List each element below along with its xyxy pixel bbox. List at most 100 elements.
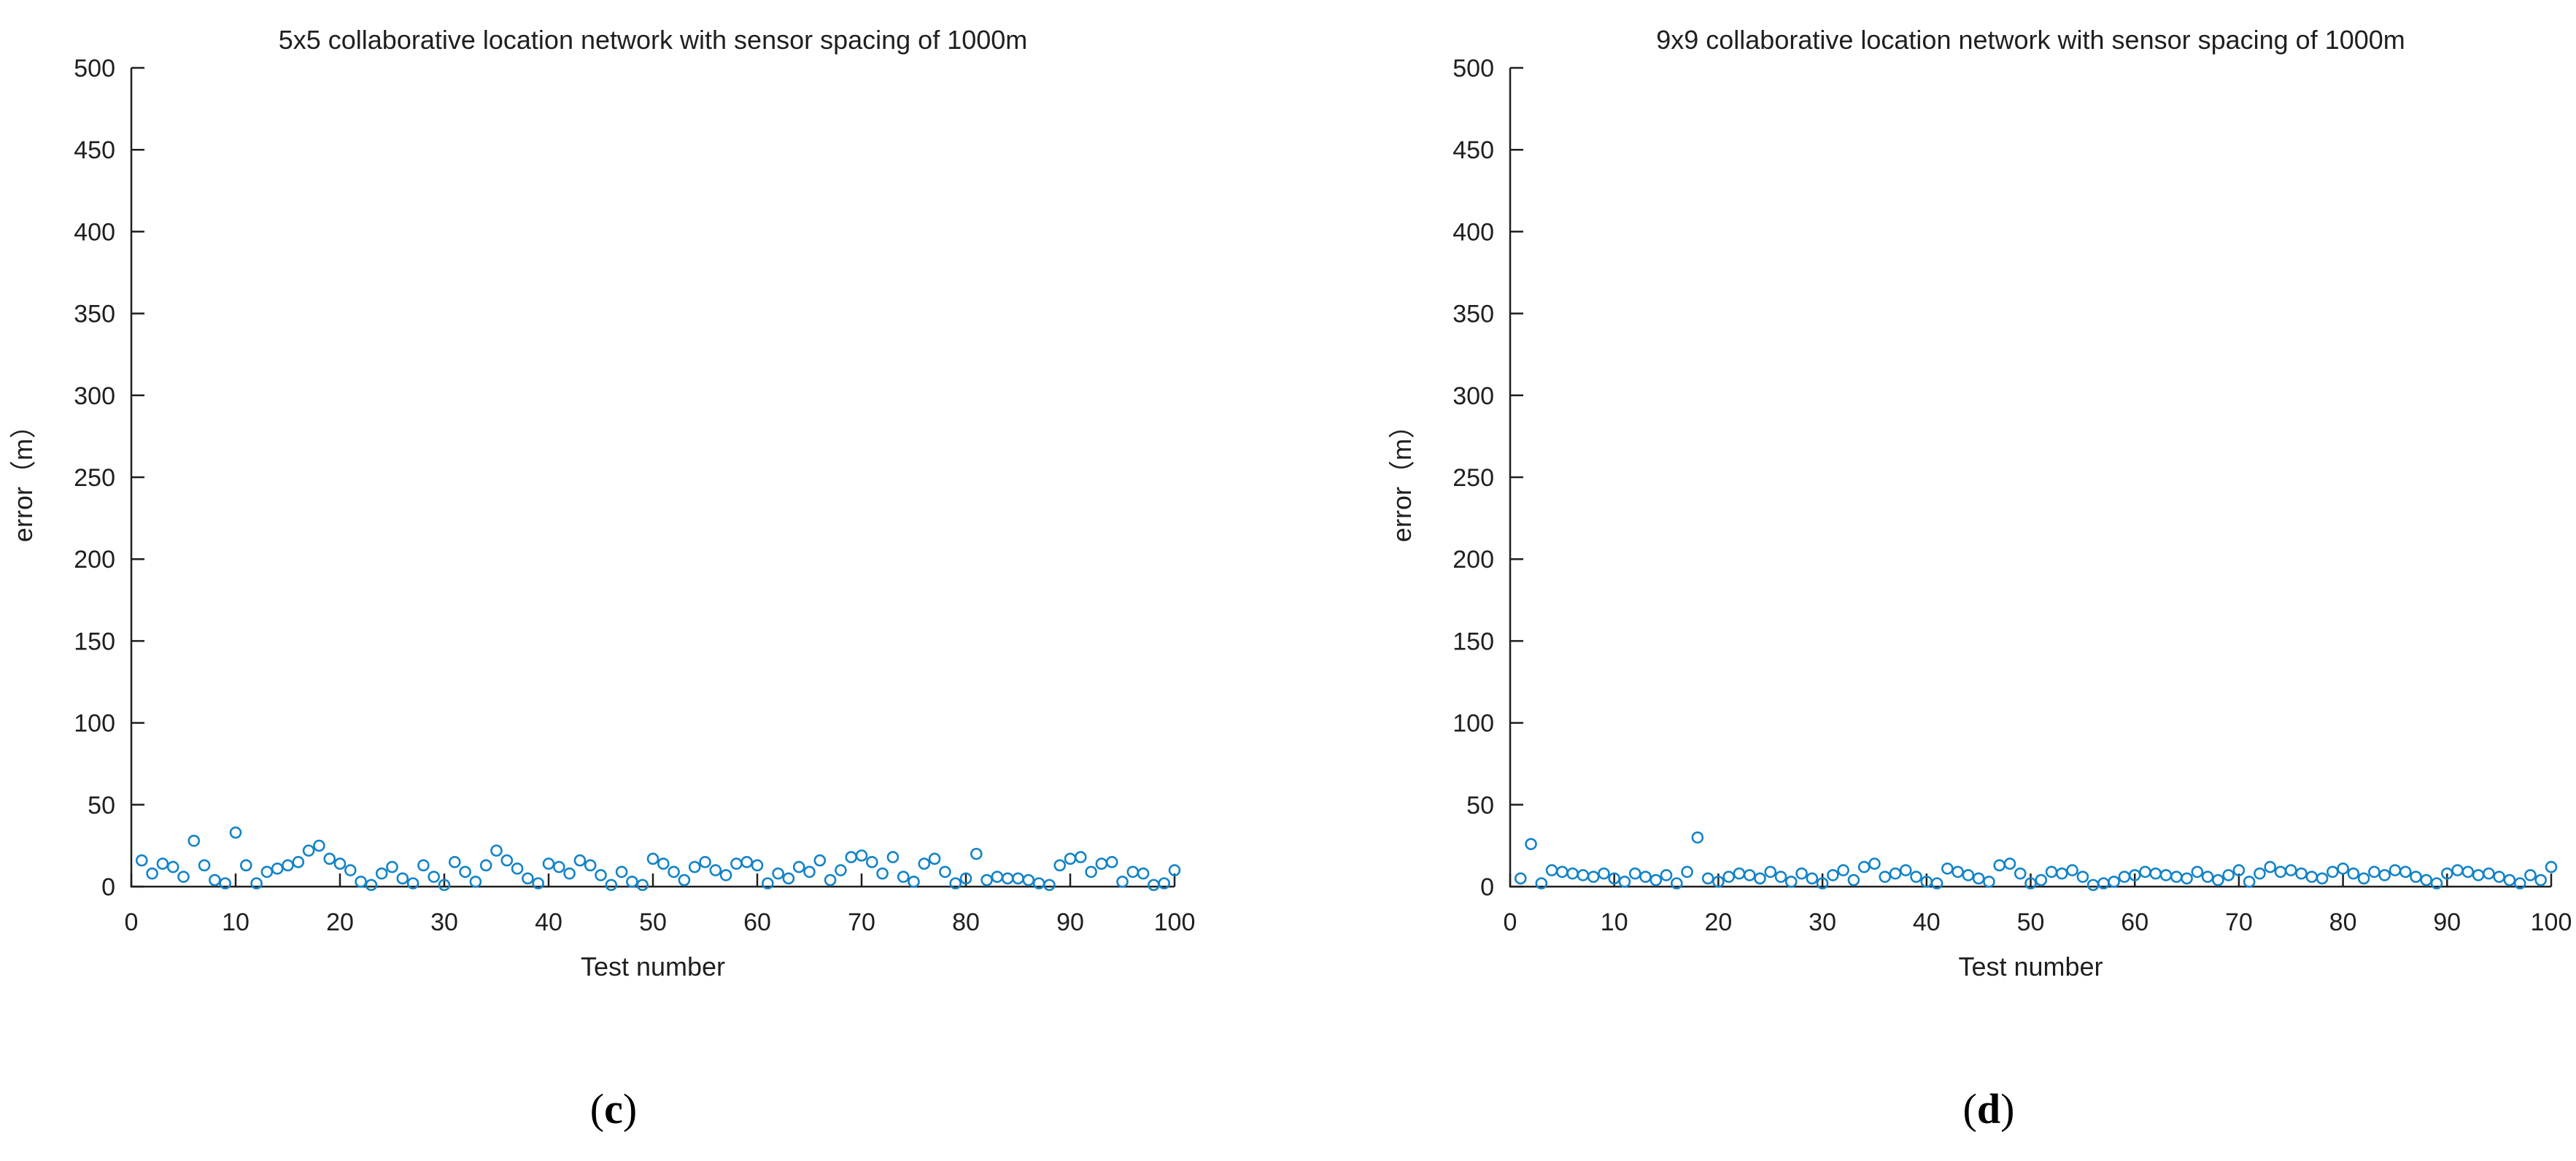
data-point (365, 879, 378, 892)
data-point (2326, 865, 2339, 879)
data-point (522, 872, 534, 885)
data-point (2451, 864, 2464, 876)
y-tick-label: 0 (1480, 873, 1494, 901)
data-point (2035, 873, 2048, 887)
data-point (219, 877, 232, 890)
data-point (1879, 871, 1892, 883)
x-tick-label: 30 (430, 909, 458, 936)
data-point (772, 867, 784, 880)
data-point (1837, 864, 1849, 876)
data-point (803, 865, 816, 879)
data-point (1022, 873, 1035, 887)
data-point (918, 857, 931, 870)
data-point (2201, 871, 2214, 883)
data-point (1910, 871, 1922, 883)
data-point (469, 875, 482, 888)
data-point (333, 857, 347, 870)
data-point (1722, 871, 1735, 883)
y-tick-label: 200 (74, 546, 115, 574)
axes (1509, 66, 2553, 888)
data-point (2056, 867, 2068, 880)
data-point (1116, 875, 1129, 888)
y-tick-label: 250 (1453, 464, 1494, 492)
data-point (1577, 868, 1590, 882)
y-tick-label: 50 (1466, 792, 1494, 819)
subfigure-caption-c: (c) (590, 1084, 637, 1133)
y-tick-label: 0 (101, 873, 115, 901)
y-axis-label: error（m） (8, 412, 38, 542)
data-point (939, 865, 951, 879)
data-point (2337, 863, 2349, 875)
x-tick-label: 80 (952, 909, 980, 936)
data-point (239, 859, 252, 872)
caption-paren-close: ) (622, 1085, 638, 1133)
data-point (991, 871, 1004, 883)
chart-title: 9x9 collaborative location network with … (1656, 25, 2405, 55)
data-point (866, 856, 878, 868)
data-point (2513, 877, 2526, 890)
data-point (908, 875, 920, 888)
data-point (1889, 867, 1902, 880)
y-tick-label: 200 (1453, 546, 1494, 574)
data-point (2159, 868, 2173, 882)
y-tick-label: 250 (74, 464, 115, 492)
data-point (970, 847, 983, 860)
data-point (688, 860, 701, 873)
data-point (2024, 877, 2037, 890)
data-point (2347, 867, 2360, 880)
data-point (1952, 865, 1964, 879)
x-tick-label: 30 (1809, 909, 1836, 936)
data-point (1733, 867, 1746, 880)
data-point (136, 854, 148, 867)
data-point (845, 851, 857, 863)
data-point (2284, 864, 2297, 876)
data-point (355, 875, 367, 888)
data-point (260, 865, 274, 879)
data-point (762, 877, 774, 890)
x-tick-label: 20 (1704, 909, 1732, 936)
data-point (1827, 868, 1839, 882)
data-point (532, 877, 545, 890)
data-point (2222, 868, 2235, 882)
data-point (479, 859, 492, 872)
data-point (417, 859, 430, 872)
data-points (1514, 831, 2558, 892)
data-point (886, 851, 900, 863)
data-point (2503, 873, 2516, 887)
data-point (1681, 865, 1693, 879)
data-point (792, 860, 805, 873)
data-point (2149, 867, 2162, 880)
data-point (302, 844, 315, 857)
data-point (2243, 875, 2256, 888)
data-point (1535, 877, 1548, 890)
x-tick-label: 70 (848, 909, 875, 936)
data-point (209, 873, 221, 887)
data-point (2086, 879, 2100, 892)
x-tick-label: 50 (2017, 909, 2045, 936)
data-point (1754, 872, 1766, 885)
x-axis-label: Test number (581, 952, 725, 981)
data-point (2003, 857, 2016, 870)
x-tick-label: 60 (2121, 909, 2148, 936)
data-point (573, 854, 587, 867)
y-tick-label: 450 (74, 136, 115, 164)
data-point (1671, 877, 1683, 890)
data-point (1983, 875, 1995, 888)
data-point (344, 864, 357, 876)
data-point (949, 877, 962, 890)
data-point (2128, 868, 2141, 882)
scatter-chart-9x9: 0 50 100 150 200 250 300 350 400 450 500 0 10 20 30 40 5… (1387, 25, 2572, 981)
data-point (428, 871, 441, 883)
data-point (1137, 867, 1150, 880)
data-point (897, 871, 910, 883)
data-point (2212, 873, 2224, 887)
x-tick-label: 90 (2433, 909, 2461, 936)
data-point (500, 854, 514, 867)
data-point (2483, 867, 2495, 880)
data-point (313, 839, 325, 852)
data-point (1743, 868, 1756, 882)
data-point (542, 857, 555, 870)
y-tick-label: 350 (1453, 301, 1494, 328)
subfigure-caption-d: (d) (1963, 1084, 2015, 1133)
data-point (1075, 851, 1087, 863)
